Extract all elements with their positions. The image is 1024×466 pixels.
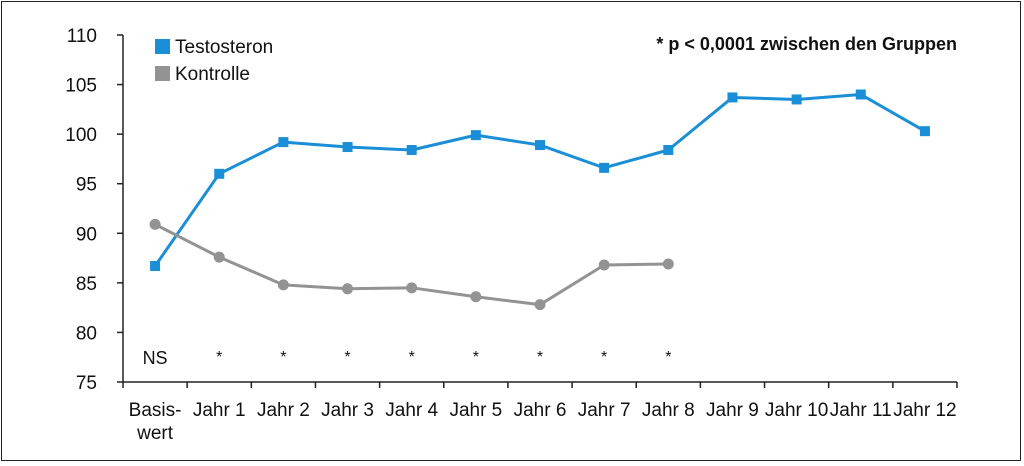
- x-tick-label-line: Jahr 9: [706, 400, 759, 421]
- x-tick-label-line: Jahr 5: [449, 400, 502, 421]
- data-point: [727, 92, 738, 103]
- legend-swatch: [155, 39, 170, 54]
- x-tick-label: Jahr 4: [385, 400, 438, 421]
- significance-star: *: [537, 349, 543, 366]
- data-point: [406, 145, 417, 156]
- y-tick-label: 105: [65, 76, 97, 97]
- x-tick-label-line: Jahr 3: [321, 400, 374, 421]
- data-point: [150, 261, 161, 272]
- axes: 75 80 85 90 95 100 105 110 Basis-wert Jahr 1 Jahr …: [65, 26, 958, 444]
- legend-swatch: [155, 66, 170, 81]
- x-tick-label-line: Basis-: [129, 400, 182, 421]
- significance-note: * p < 0,0001 zwischen den Gruppen: [656, 34, 957, 54]
- data-point: [149, 218, 161, 230]
- data-point: [406, 282, 418, 294]
- significance-star: *: [409, 349, 415, 366]
- data-point: [599, 162, 610, 173]
- x-tick-label-line: Jahr 10: [765, 400, 828, 421]
- x-tick-label-line: Jahr 11: [830, 400, 892, 421]
- x-tick-label-line: Jahr 2: [257, 400, 310, 421]
- x-tick-label-line: wert: [136, 423, 174, 444]
- x-tick-label-line: Jahr 6: [514, 400, 567, 421]
- significance-star: *: [473, 349, 479, 366]
- data-point: [919, 126, 930, 137]
- data-point: [598, 259, 610, 271]
- x-tick-label-line: Jahr 12: [893, 400, 956, 421]
- ns-label: NS: [143, 348, 168, 368]
- y-tick-label: 85: [76, 274, 97, 295]
- y-tick-label: 90: [76, 224, 97, 245]
- y-tick-label: 110: [67, 26, 97, 47]
- x-tick-label-line: Jahr 8: [642, 400, 695, 421]
- data-point: [855, 89, 866, 100]
- significance-star: *: [665, 349, 671, 366]
- x-tick-label: Basis-wert: [129, 400, 182, 444]
- legend-label: Kontrolle: [175, 64, 250, 85]
- series-line-testosteron: [153, 92, 926, 267]
- significance-star: *: [601, 349, 607, 366]
- data-point: [470, 130, 481, 141]
- series-layer: [149, 89, 930, 311]
- series-testosteron: [150, 89, 930, 272]
- significance-row: NS * * * * * * * *: [143, 348, 672, 368]
- legend: Testosteron Kontrolle: [155, 37, 273, 85]
- data-point: [342, 283, 354, 295]
- x-tick-label: Jahr 12: [893, 400, 956, 421]
- y-tick-label: 100: [65, 125, 97, 146]
- significance-star: *: [216, 349, 222, 366]
- x-tick-label: Jahr 5: [449, 400, 502, 421]
- data-point: [535, 140, 545, 151]
- data-point: [342, 142, 353, 153]
- x-tick-label-line: Jahr 7: [578, 400, 631, 421]
- x-tick-label: Jahr 2: [257, 400, 310, 421]
- data-point: [791, 94, 802, 105]
- data-point: [278, 137, 289, 148]
- x-tick-label-line: Jahr 4: [385, 400, 438, 421]
- y-tick-label: 95: [76, 175, 97, 196]
- y-tick-label: 75: [76, 373, 97, 394]
- x-tick-label: Jahr 10: [765, 400, 828, 421]
- data-point: [662, 258, 674, 270]
- x-tick-label: Jahr 11: [830, 400, 892, 421]
- series-kontrolle: [149, 218, 674, 311]
- data-point: [470, 291, 482, 303]
- data-point: [214, 168, 225, 179]
- data-point: [213, 251, 225, 263]
- data-point: [534, 299, 546, 311]
- legend-label: Testosteron: [175, 37, 273, 58]
- x-tick-label: Jahr 7: [578, 400, 631, 421]
- x-tick-label: Jahr 3: [321, 400, 374, 421]
- y-tick-label: 80: [76, 323, 97, 344]
- data-point: [663, 145, 674, 156]
- x-tick-label: Jahr 1: [193, 400, 246, 421]
- significance-star: *: [344, 349, 350, 366]
- x-tick-label: Jahr 6: [514, 400, 567, 421]
- data-point: [277, 279, 289, 291]
- x-tick-label: Jahr 9: [706, 400, 759, 421]
- x-tick-label: Jahr 8: [642, 400, 695, 421]
- significance-star: *: [280, 349, 286, 366]
- x-tick-label-line: Jahr 1: [193, 400, 246, 421]
